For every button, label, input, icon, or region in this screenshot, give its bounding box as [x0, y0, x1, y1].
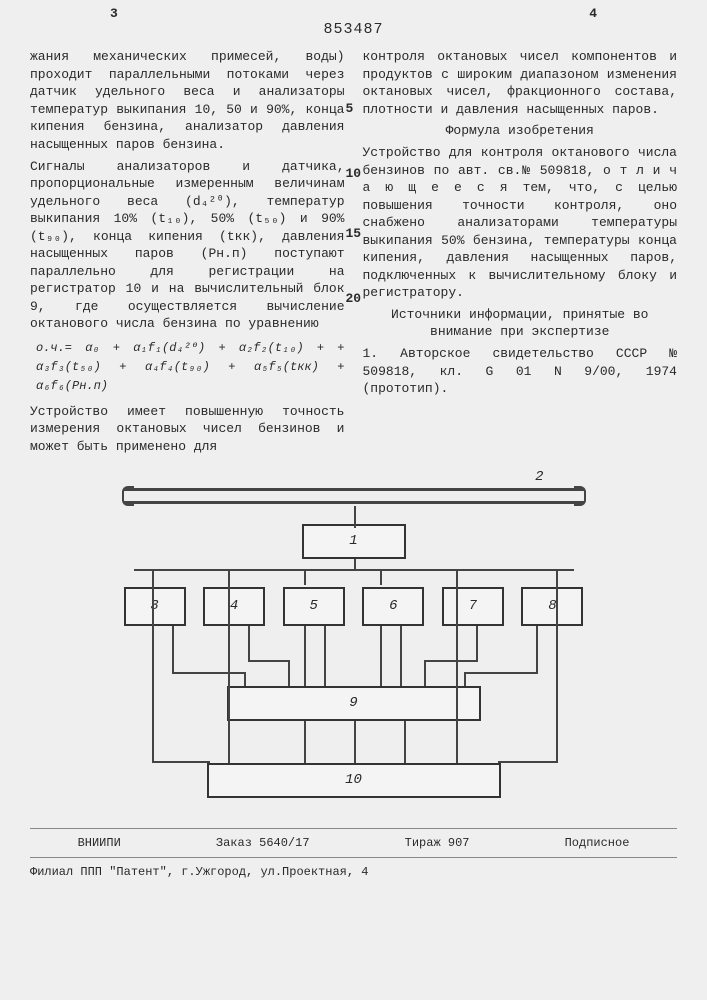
right-column: контроля октановых чисел компонентов и п…: [363, 48, 678, 459]
block-10: 10: [207, 763, 501, 798]
claim-body: Устройство для контроля октанового числа…: [363, 144, 678, 302]
line-number-20: 20: [346, 290, 362, 308]
left-p2: Сигналы анализаторов и датчика, пропорци…: [30, 158, 345, 333]
block-1: 1: [302, 524, 406, 559]
left-column: жания механических примесей, воды) прохо…: [30, 48, 345, 459]
footer-order: Заказ 5640/17: [216, 835, 310, 851]
block-3: 3: [124, 587, 186, 626]
page-number-left: 3: [110, 5, 118, 23]
equation: о.ч.= α₀ + α₁f₁(d₄²⁰) + α₂f₂(t₁₀) + + α₃…: [36, 339, 345, 397]
block-5: 5: [283, 587, 345, 626]
block-4: 4: [203, 587, 265, 626]
block-7: 7: [442, 587, 504, 626]
block-8: 8: [521, 587, 583, 626]
document-number: 853487: [30, 20, 677, 40]
block-6: 6: [362, 587, 424, 626]
wires-to-10: [124, 721, 584, 763]
footer-org: ВНИИПИ: [78, 835, 121, 851]
page-number-right: 4: [589, 5, 597, 23]
sources-body: 1. Авторское свидетельство СССР № 509818…: [363, 345, 678, 398]
line-number-5: 5: [346, 100, 354, 118]
right-p1: контроля октановых чисел компонентов и п…: [363, 48, 678, 118]
block-9: 9: [227, 686, 481, 721]
wires-to-9: [124, 626, 584, 686]
imprint-footer: ВНИИПИ Заказ 5640/17 Тираж 907 Подписное…: [30, 828, 677, 880]
line-number-10: 10: [346, 165, 362, 183]
analyzer-row: 3 4 5 6 7 8: [124, 587, 584, 626]
text-columns: жания механических примесей, воды) прохо…: [30, 48, 677, 459]
claim-title: Формула изобретения: [363, 122, 678, 140]
footer-tirazh: Тираж 907: [405, 835, 470, 851]
footer-signed: Подписное: [565, 835, 630, 851]
footer-address: Филиал ППП "Патент", г.Ужгород, ул.Проек…: [30, 864, 677, 880]
block-label-2: 2: [535, 468, 543, 487]
line-number-15: 15: [346, 225, 362, 243]
left-p1: жания механических примесей, воды) прохо…: [30, 48, 345, 153]
left-p3: Устройство имеет повышенную точность изм…: [30, 403, 345, 456]
pipe-element-2: 2: [124, 484, 584, 508]
sources-title: Источники информации, принятые во вниман…: [363, 306, 678, 341]
fanout-bus: [124, 569, 584, 587]
block-diagram: 2 1 3 4 5 6 7 8: [30, 484, 677, 798]
